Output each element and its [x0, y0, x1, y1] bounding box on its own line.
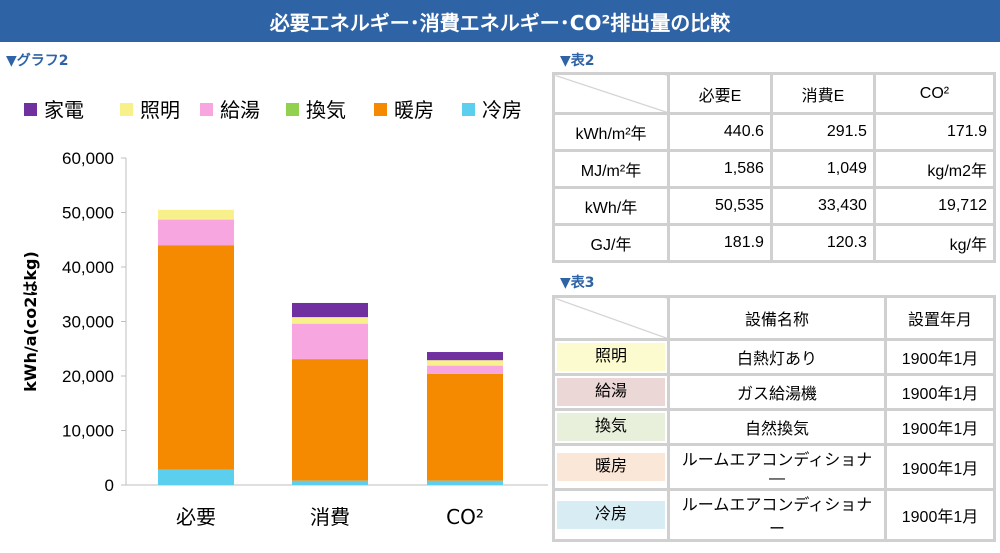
table-row: MJ/m²年 1,586 1,049 kg/m2年: [552, 149, 997, 189]
y-tick-label: 0: [105, 476, 114, 495]
table3-item-cell: 照明: [552, 338, 670, 376]
table2-value-cell: 181.9: [667, 223, 773, 263]
table2-header-cell: 消費E: [769, 72, 876, 115]
y-axis-title: kWh/a(co2はkg): [21, 251, 40, 392]
bar-segment: [158, 245, 234, 470]
table3-date-cell: 1900年1月: [884, 488, 996, 542]
table-row: GJ/年 181.9 120.3 kg/年: [552, 223, 997, 263]
table2-value-cell: 1,049: [769, 149, 876, 189]
table2-unit-cell: kWh/m²年: [552, 112, 670, 152]
table-row: kWh/m²年 440.6 291.5 171.9: [552, 112, 997, 152]
bar-segment: [427, 480, 503, 485]
table2-value-cell: 1,586: [667, 149, 773, 189]
y-tick-label: 40,000: [62, 258, 114, 277]
table3-item-cell: 冷房: [552, 488, 670, 542]
legend-swatch: [120, 103, 133, 116]
table2-unit-cell: GJ/年: [552, 223, 670, 263]
page-title: 必要エネルギー･消費エネルギー･CO²排出量の比較: [0, 0, 1000, 42]
table2-unit-cell: kWh/年: [552, 186, 670, 226]
bar-segment: [427, 352, 503, 361]
legend-swatch: [374, 103, 387, 116]
bar-segment: [427, 360, 503, 366]
table2-value-cell: kg/年: [872, 223, 997, 263]
table3-name-cell: ガス給湯機: [667, 373, 887, 411]
table3-item-cell: 給湯: [552, 373, 670, 411]
table2-value-cell: 120.3: [769, 223, 876, 263]
table3-item-label: 暖房: [557, 453, 665, 481]
x-tick-label: 必要: [176, 505, 216, 529]
table2-unit-cell: MJ/m²年: [552, 149, 670, 189]
bar-segment: [158, 219, 234, 246]
table-row: kWh/年 50,535 33,430 19,712: [552, 186, 997, 226]
bar-segment: [292, 323, 368, 360]
bar-segment: [292, 317, 368, 324]
graph-section-label: ▼グラフ2: [6, 53, 69, 69]
table3-date-cell: 1900年1月: [884, 338, 996, 376]
legend-swatch: [200, 103, 213, 116]
bar-segment: [427, 373, 503, 481]
table3-item-label: 冷房: [557, 501, 665, 529]
equipment-table: 設備名称 設置年月 照明 白熱灯あり 1900年1月 給湯 ガス給湯機 1900…: [552, 295, 996, 542]
legend-label: 暖房: [394, 98, 434, 122]
y-tick-label: 20,000: [62, 367, 114, 386]
x-tick-label: CO²: [446, 505, 484, 529]
table-row: 換気 自然換気 1900年1月: [552, 408, 996, 446]
table2-value-cell: 50,535: [667, 186, 773, 226]
legend-swatch: [462, 103, 475, 116]
table3-item-label: 換気: [557, 413, 665, 441]
table2-header-cell: 必要E: [667, 72, 773, 115]
legend-label: 冷房: [482, 98, 522, 122]
table3-corner-cell: [552, 295, 670, 341]
bar-segment: [292, 302, 368, 318]
table3-section-label: ▼表3: [560, 275, 595, 291]
table2-value-cell: kg/m2年: [872, 149, 997, 189]
table3-item-cell: 換気: [552, 408, 670, 446]
energy-table: 必要E 消費E CO² kWh/m²年 440.6 291.5 171.9 MJ…: [552, 72, 997, 263]
bar-segment: [292, 480, 368, 485]
table3-header-cell: 設置年月: [884, 295, 996, 341]
legend-swatch: [286, 103, 299, 116]
y-tick-label: 10,000: [62, 422, 114, 441]
table2-value-cell: 19,712: [872, 186, 997, 226]
table2-value-cell: 291.5: [769, 112, 876, 152]
legend-swatch: [24, 103, 37, 116]
table2-value-cell: 171.9: [872, 112, 997, 152]
x-tick-label: 消費: [310, 505, 350, 529]
y-tick-label: 60,000: [62, 149, 114, 168]
y-tick-label: 50,000: [62, 204, 114, 223]
table2-value-cell: 33,430: [769, 186, 876, 226]
table2-section-label: ▼表2: [560, 53, 595, 69]
table3-name-cell: ルームエアコンディショナ―: [667, 443, 887, 491]
table3-item-label: 照明: [557, 343, 665, 371]
legend-label: 家電: [44, 98, 84, 122]
table3-date-cell: 1900年1月: [884, 373, 996, 411]
table3-item-label: 給湯: [557, 378, 665, 406]
table2-value-cell: 440.6: [667, 112, 773, 152]
legend-label: 換気: [306, 98, 346, 122]
table3-name-cell: 自然換気: [667, 408, 887, 446]
table-row: 照明 白熱灯あり 1900年1月: [552, 338, 996, 376]
table3-date-cell: 1900年1月: [884, 408, 996, 446]
bar-segment: [427, 365, 503, 374]
table2-corner-cell: [552, 72, 670, 115]
bar-segment: [292, 359, 368, 481]
y-tick-label: 30,000: [62, 313, 114, 332]
legend-label: 照明: [140, 98, 180, 122]
table-row: 給湯 ガス給湯機 1900年1月: [552, 373, 996, 411]
table2-header-cell: CO²: [872, 72, 997, 115]
table3-date-cell: 1900年1月: [884, 443, 996, 491]
legend-label: 給湯: [220, 98, 260, 122]
table-row: 暖房 ルームエアコンディショナ― 1900年1月: [552, 443, 996, 491]
table3-header-cell: 設備名称: [667, 295, 887, 341]
bar-segment: [158, 469, 234, 485]
bar-segment: [158, 209, 234, 220]
table3-name-cell: ルームエアコンディショナー: [667, 488, 887, 542]
stacked-bar-chart: 家電 照明 給湯 換気 暖房 冷房 0 10,000 20,000 30,000 40,000 50,…: [21, 98, 548, 529]
table-row: 冷房 ルームエアコンディショナー 1900年1月: [552, 488, 996, 542]
table3-name-cell: 白熱灯あり: [667, 338, 887, 376]
table3-item-cell: 暖房: [552, 443, 670, 491]
